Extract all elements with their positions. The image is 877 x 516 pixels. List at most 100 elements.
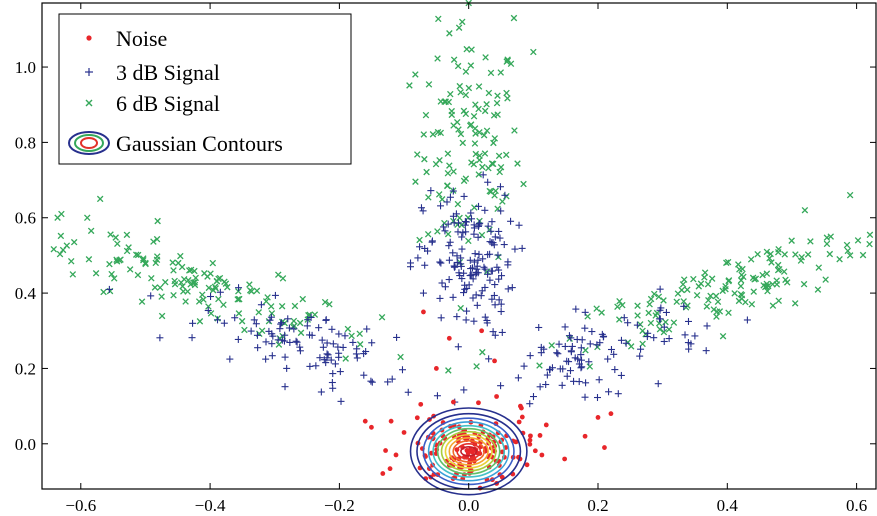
signal-6db-point <box>497 163 505 171</box>
signal-6db-point <box>438 196 446 203</box>
signal-3db-point <box>685 345 693 353</box>
noise-point <box>492 358 497 364</box>
signal-6db-point <box>248 288 255 295</box>
signal-3db-point <box>323 339 331 347</box>
signal-6db-point <box>170 267 177 274</box>
signal-6db-point <box>57 232 65 240</box>
signal-3db-point <box>660 337 668 345</box>
signal-3db-point <box>328 325 336 333</box>
signal-3db-point <box>363 325 371 333</box>
signal-3db-point <box>189 319 197 327</box>
signal-6db-point <box>646 301 653 308</box>
contour-ring <box>436 427 501 475</box>
signal-3db-point <box>462 316 470 324</box>
signal-3db-point <box>620 314 628 322</box>
signal-3db-point <box>318 336 326 344</box>
signal-6db-point <box>764 287 771 295</box>
signal-3db-point <box>496 234 504 242</box>
signal-3db-point <box>561 323 569 331</box>
signal-3db-point <box>278 319 286 327</box>
signal-6db-point <box>234 296 241 303</box>
signal-3db-point <box>515 221 523 229</box>
signal-6db-point <box>723 259 730 267</box>
signal-6db-point <box>462 68 470 75</box>
signal-3db-point <box>491 301 499 309</box>
signal-6db-point <box>87 227 95 235</box>
noise-point <box>387 466 393 472</box>
signal-6db-point <box>414 151 421 158</box>
signal-3db-point <box>585 358 593 366</box>
signal-3db-point <box>147 292 155 300</box>
signal-3db-point <box>296 347 304 355</box>
signal-3db-point <box>484 251 492 259</box>
signal-3db-point <box>497 300 505 308</box>
signal-6db-point <box>846 191 854 199</box>
signal-6db-point <box>265 317 273 325</box>
signal-3db-point <box>252 320 260 328</box>
signal-6db-point <box>662 318 669 326</box>
signal-6db-point <box>781 251 789 258</box>
signal-6db-point <box>178 263 186 271</box>
noise-point <box>532 448 538 454</box>
signal-3db-point <box>497 207 505 215</box>
signal-6db-point <box>108 270 115 278</box>
signal-6db-point <box>660 297 667 304</box>
signal-6db-point <box>801 206 809 214</box>
signal-3db-point <box>501 191 509 199</box>
signal-3db-point <box>438 279 446 287</box>
signal-6db-point <box>468 159 475 166</box>
signal-6db-point <box>134 271 142 279</box>
signal-3db-point <box>276 325 284 333</box>
signal-3db-point <box>570 377 578 385</box>
signal-3db-point <box>607 346 615 354</box>
signal-6db-point <box>422 111 430 119</box>
signal-6db-point <box>113 256 120 263</box>
signal-3db-point <box>548 364 556 372</box>
signal-6db-point <box>456 214 463 222</box>
signal-6db-point <box>279 275 287 282</box>
signal-6db-point <box>731 290 738 297</box>
signal-3db-point <box>306 362 314 370</box>
signal-6db-point <box>670 319 678 326</box>
signal-3db-point <box>684 339 692 347</box>
signal-6db-point <box>457 88 464 96</box>
signal-3db-point <box>490 291 498 299</box>
signal-3db-point <box>463 307 471 315</box>
signal-6db-point <box>221 278 228 286</box>
signal-3db-point <box>322 316 330 324</box>
signal-3db-point <box>477 292 485 300</box>
signal-3db-point <box>398 366 406 374</box>
signal-3db-point <box>605 388 613 396</box>
noise-point <box>527 441 533 447</box>
signal-6db-point <box>655 320 663 327</box>
signal-6db-point <box>520 180 527 188</box>
signal-3db-point <box>421 244 429 252</box>
signal-3db-point <box>468 264 476 272</box>
signal-6db-point <box>503 89 510 97</box>
signal-3db-point <box>428 237 436 245</box>
signal-6db-point <box>722 285 729 293</box>
signal-6db-point <box>814 286 822 293</box>
signal-6db-point <box>655 293 663 301</box>
signal-3db-point <box>453 313 461 321</box>
signal-3db-point <box>360 350 368 358</box>
signal-6db-point <box>763 248 771 256</box>
signal-6db-point <box>125 244 132 251</box>
signal-6db-point <box>177 252 184 260</box>
signal-6db-point <box>436 156 443 164</box>
y-tick-label: 0.2 <box>15 359 36 378</box>
signal-3db-point <box>458 233 466 241</box>
signal-3db-point <box>419 289 427 297</box>
noise-point <box>595 415 601 420</box>
signal-6db-point <box>791 300 799 307</box>
signal-3db-point <box>267 313 275 321</box>
signal-6db-point <box>326 301 333 308</box>
signal-3db-point <box>514 374 522 382</box>
signal-3db-point <box>495 296 503 304</box>
signal-3db-point <box>460 192 468 200</box>
signal-3db-point <box>437 259 445 267</box>
signal-6db-point <box>106 260 113 268</box>
signal-3db-point <box>105 285 113 293</box>
x-tick-label: 0.6 <box>846 496 867 515</box>
signal-3db-point <box>470 230 478 238</box>
